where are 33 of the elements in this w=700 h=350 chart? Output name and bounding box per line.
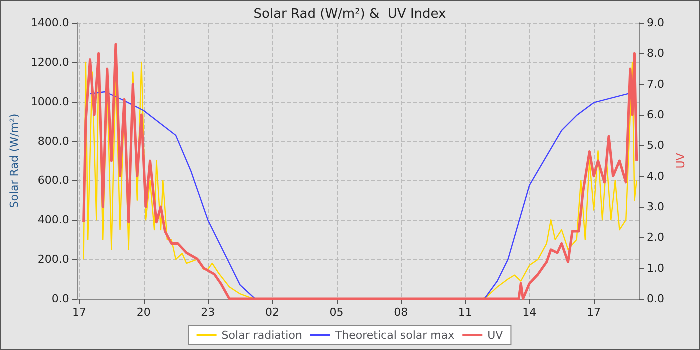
y-tick-label: 600.0: [38, 174, 70, 188]
y2-tick-label: 3.0: [647, 200, 664, 214]
x-tick-label: 05: [330, 306, 344, 319]
y-tick-label: 1000.0: [30, 95, 70, 108]
x-tick-label: 08: [394, 306, 408, 319]
x-tick-label: 11: [458, 306, 472, 319]
y2-axis-title: UV: [674, 152, 688, 169]
y-axis-title: Solar Rad (W/m²): [8, 114, 21, 208]
x-tick-label: 17: [586, 306, 601, 319]
y-tick-label: 1400.0: [30, 16, 70, 30]
x-tick-label: 02: [265, 306, 280, 319]
x-tick-label: 17: [72, 306, 87, 319]
y-tick-label: 200.0: [38, 253, 70, 266]
y-tick-label: 0.0: [52, 292, 70, 306]
x-tick-label: 14: [522, 306, 537, 319]
y-tick-label: 800.0: [38, 134, 70, 148]
y2-tick-label: 7.0: [647, 78, 664, 91]
y2-tick-label: 1.0: [647, 262, 664, 275]
y2-tick-label: 2.0: [647, 231, 664, 244]
chart-title: Solar Rad (W/m²) & UV Index: [254, 7, 447, 22]
x-tick-label: 23: [201, 306, 216, 319]
y-tick-label: 400.0: [38, 214, 70, 227]
legend-label: Solar radiation: [222, 329, 302, 342]
legend-label: UV: [488, 329, 504, 342]
y2-tick-label: 6.0: [647, 108, 664, 122]
y-tick-label: 1200.0: [30, 56, 70, 69]
y2-tick-label: 9.0: [647, 16, 664, 30]
legend-label: Theoretical solar max: [334, 329, 456, 342]
y2-tick-label: 0.0: [647, 292, 664, 306]
y2-tick-label: 5.0: [647, 139, 664, 152]
y2-tick-label: 8.0: [647, 47, 664, 60]
x-tick-label: 20: [136, 306, 151, 319]
y2-tick-label: 4.0: [647, 170, 664, 183]
